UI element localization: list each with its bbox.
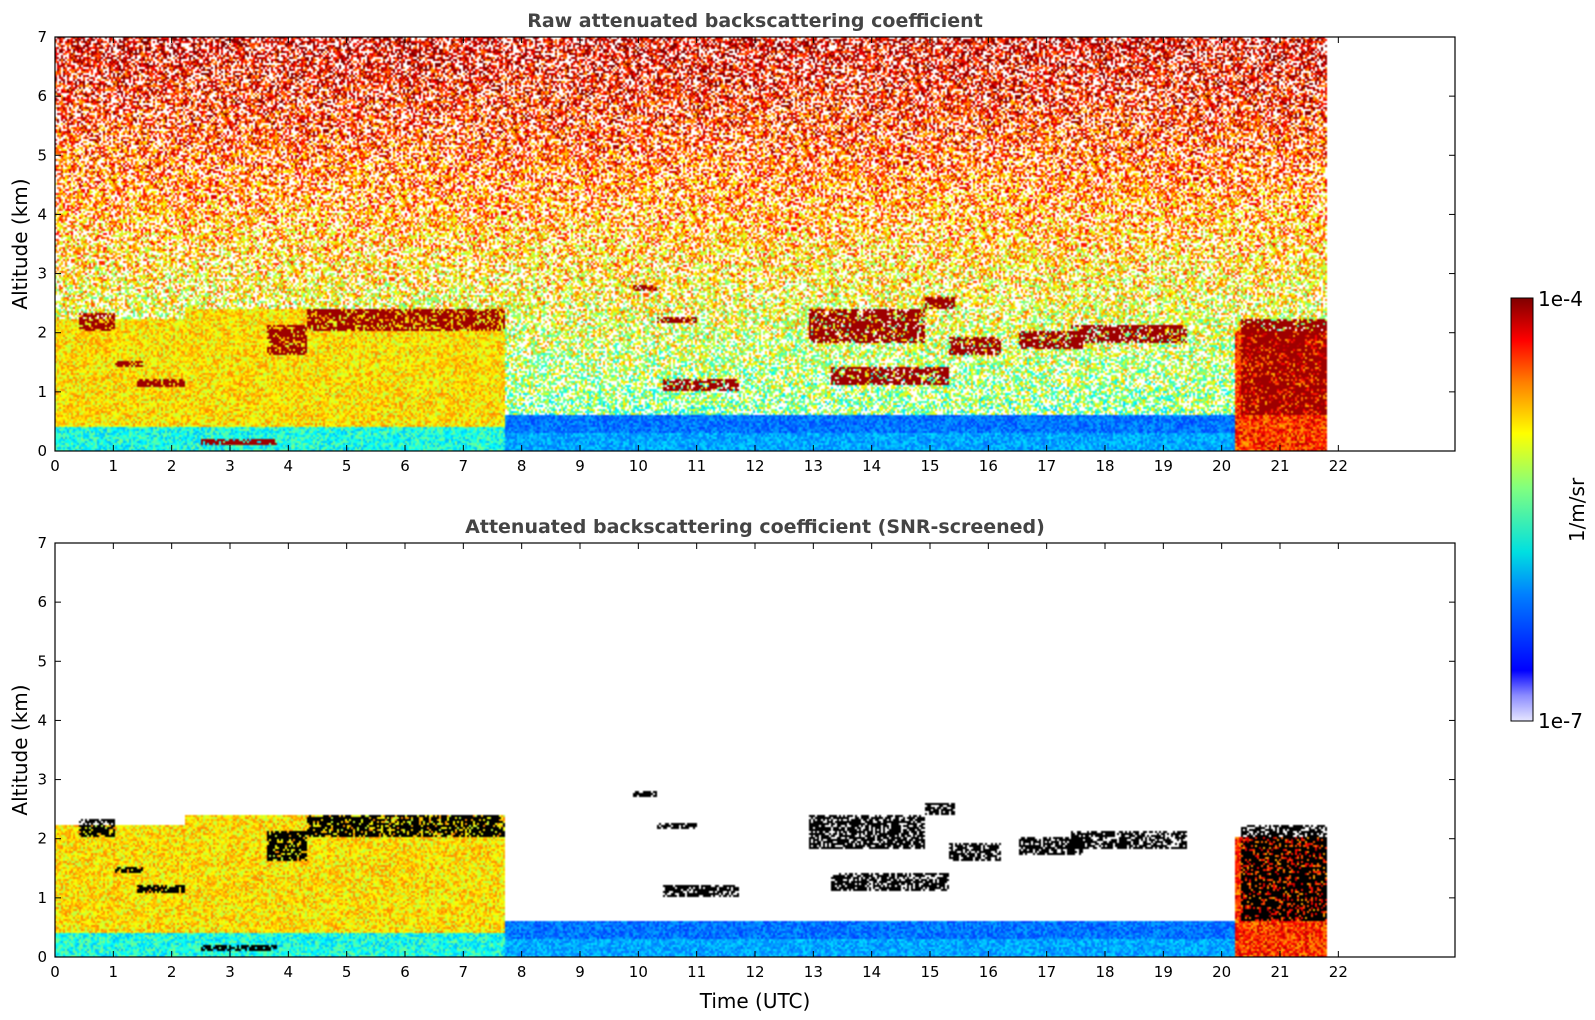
- x-tick-label: 5: [342, 457, 352, 475]
- y-tick-label: 7: [37, 534, 47, 552]
- y-tick-label: 1: [37, 383, 47, 401]
- y-tick-label: 4: [37, 711, 47, 729]
- x-tick-label: 1: [109, 457, 119, 475]
- x-tick-label: 0: [50, 457, 60, 475]
- x-tick-label: 7: [459, 457, 469, 475]
- y-tick-label: 0: [37, 442, 47, 460]
- y-tick-label: 6: [37, 593, 47, 611]
- x-tick-label: 13: [804, 963, 823, 981]
- x-tick-label: 21: [1270, 457, 1289, 475]
- panel-screened-xlabel: Time (UTC): [699, 989, 811, 1013]
- x-tick-label: 18: [1095, 457, 1114, 475]
- y-tick-label: 6: [37, 87, 47, 105]
- colorbar-max-label: 1e-4: [1538, 287, 1583, 311]
- panel-raw-ylabel: Altitude (km): [8, 178, 32, 309]
- panel-raw: Raw attenuated backscattering coefficien…: [8, 10, 1456, 475]
- x-tick-label: 15: [920, 457, 939, 475]
- x-tick-label: 8: [517, 963, 527, 981]
- x-tick-label: 8: [517, 457, 527, 475]
- x-tick-label: 17: [1037, 963, 1056, 981]
- x-tick-label: 1: [109, 963, 119, 981]
- x-tick-label: 9: [575, 457, 585, 475]
- x-tick-label: 20: [1212, 457, 1231, 475]
- panel-screened-title: Attenuated backscattering coefficient (S…: [465, 516, 1045, 538]
- y-tick-label: 2: [37, 830, 47, 848]
- x-tick-label: 10: [629, 963, 648, 981]
- x-tick-label: 6: [400, 457, 410, 475]
- x-tick-label: 19: [1154, 963, 1173, 981]
- y-tick-label: 2: [37, 324, 47, 342]
- x-tick-label: 21: [1270, 963, 1289, 981]
- x-tick-label: 13: [804, 457, 823, 475]
- x-tick-label: 14: [862, 457, 881, 475]
- colorbar: 1e-4 1e-7 1/m/sr: [1510, 287, 1589, 733]
- y-tick-label: 0: [37, 948, 47, 966]
- x-tick-label: 11: [687, 457, 706, 475]
- colorbar-unit-label: 1/m/sr: [1565, 477, 1589, 542]
- x-tick-label: 6: [400, 963, 410, 981]
- x-tick-label: 14: [862, 963, 881, 981]
- x-tick-label: 15: [920, 963, 939, 981]
- y-tick-label: 5: [37, 652, 47, 670]
- x-tick-label: 20: [1212, 963, 1231, 981]
- y-tick-label: 3: [37, 265, 47, 283]
- colorbar-min-label: 1e-7: [1538, 709, 1583, 733]
- y-tick-label: 7: [37, 28, 47, 46]
- panel-raw-title: Raw attenuated backscattering coefficien…: [527, 10, 983, 32]
- panel-screened: Attenuated backscattering coefficient (S…: [8, 516, 1456, 1013]
- y-tick-label: 3: [37, 771, 47, 789]
- panel-screened-heatmap: [55, 543, 1455, 957]
- x-tick-label: 5: [342, 963, 352, 981]
- x-tick-label: 22: [1329, 963, 1348, 981]
- x-tick-label: 12: [745, 457, 764, 475]
- x-tick-label: 17: [1037, 457, 1056, 475]
- x-tick-label: 0: [50, 963, 60, 981]
- x-tick-label: 2: [167, 457, 177, 475]
- x-tick-label: 7: [459, 963, 469, 981]
- x-tick-label: 16: [979, 457, 998, 475]
- y-tick-label: 1: [37, 889, 47, 907]
- y-tick-label: 4: [37, 205, 47, 223]
- x-tick-label: 16: [979, 963, 998, 981]
- x-tick-label: 4: [284, 963, 294, 981]
- panel-raw-x-ticks: 0 1 2 3 4 5 6 7 8 9 10 11 12 13 14 15 16 17 18 19 20 21 22: [50, 37, 1348, 475]
- panel-screened-y-ticks: 0 1 2 3 4 5 6 7: [37, 534, 1455, 966]
- x-tick-label: 9: [575, 963, 585, 981]
- panel-raw-heatmap: [55, 37, 1455, 451]
- x-tick-label: 19: [1154, 457, 1173, 475]
- x-tick-label: 3: [225, 963, 235, 981]
- x-tick-label: 3: [225, 457, 235, 475]
- panel-screened-ylabel: Altitude (km): [8, 684, 32, 815]
- x-tick-label: 10: [629, 457, 648, 475]
- panel-screened-x-ticks: 0 1 2 3 4 5 6 7 8 9 10 11 12 13 14 15 16 17 18 19 20 21 22: [50, 543, 1348, 981]
- colorbar-gradient: [1510, 297, 1534, 722]
- x-tick-label: 11: [687, 963, 706, 981]
- x-tick-label: 22: [1329, 457, 1348, 475]
- y-tick-label: 5: [37, 146, 47, 164]
- panel-raw-y-ticks: 0 1 2 3 4 5 6 7: [37, 28, 1455, 460]
- x-tick-label: 18: [1095, 963, 1114, 981]
- x-tick-label: 2: [167, 963, 177, 981]
- x-tick-label: 4: [284, 457, 294, 475]
- x-tick-label: 12: [745, 963, 764, 981]
